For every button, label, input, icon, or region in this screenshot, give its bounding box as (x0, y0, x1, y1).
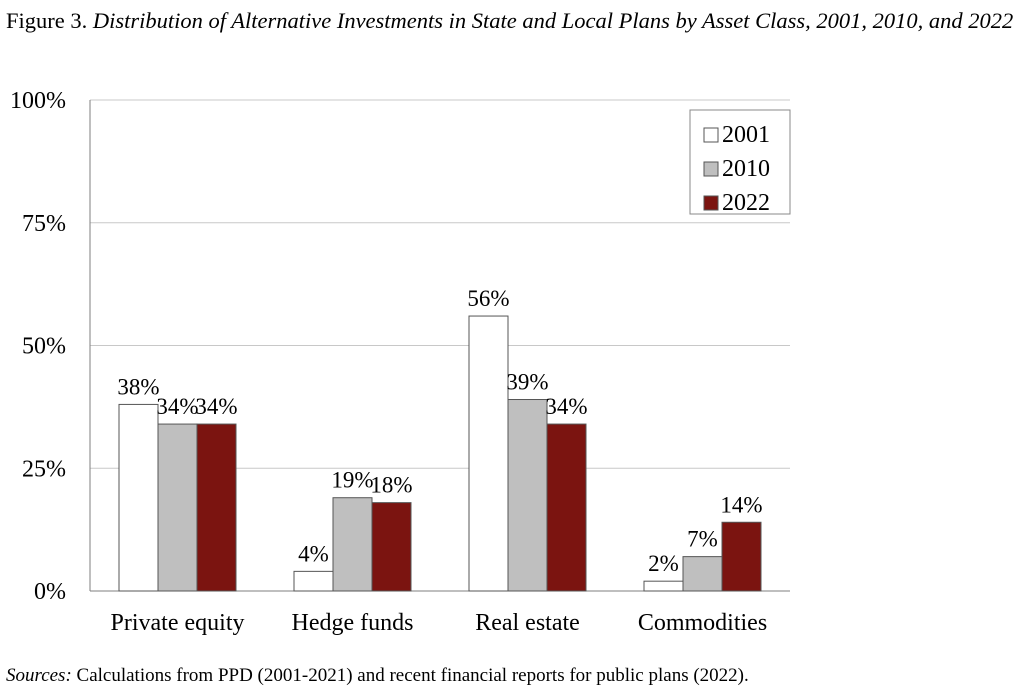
data-label: 19% (331, 468, 373, 493)
data-label: 7% (687, 527, 718, 552)
data-label: 34% (545, 394, 587, 419)
data-label: 14% (720, 492, 762, 517)
sources-label: Sources: (6, 665, 72, 686)
figure-title: Figure 3. Distribution of Alternative In… (6, 4, 1016, 37)
legend-swatch (703, 195, 719, 211)
figure-label: Figure 3. (6, 8, 88, 33)
data-label: 56% (467, 286, 509, 311)
x-tick-label: Commodities (638, 610, 767, 636)
bar (332, 497, 373, 592)
legend-swatch (703, 161, 719, 177)
data-label: 34% (156, 394, 198, 419)
data-label: 38% (117, 374, 159, 399)
bar (118, 403, 159, 592)
legend-swatch (703, 127, 719, 143)
bar (293, 570, 334, 592)
bar (196, 423, 237, 592)
y-tick-label: 25% (22, 456, 66, 482)
y-tick-label: 100% (10, 88, 66, 114)
y-tick-label: 50% (22, 334, 66, 360)
legend-entry: 2022 (722, 190, 770, 216)
data-label: 4% (298, 541, 329, 566)
data-label: 18% (370, 473, 412, 498)
x-tick-label: Real estate (475, 610, 580, 636)
data-label: 34% (195, 394, 237, 419)
data-label: 2% (648, 551, 679, 576)
bar (371, 502, 412, 592)
y-tick-label: 0% (34, 579, 66, 605)
figure-title-text: Distribution of Alternative Investments … (92, 8, 1014, 33)
bar (157, 423, 198, 592)
legend-entry: 2010 (722, 156, 770, 182)
sources-note: Sources: Calculations from PPD (2001-202… (6, 664, 749, 688)
x-tick-label: Private equity (111, 610, 245, 636)
bar (546, 423, 587, 592)
data-label: 39% (506, 370, 548, 395)
bar (721, 521, 762, 592)
bar (507, 399, 548, 592)
legend-entry: 2001 (722, 122, 770, 148)
x-tick-label: Hedge funds (292, 610, 414, 636)
bar (468, 315, 509, 592)
y-tick-label: 75% (22, 211, 66, 237)
bar (682, 556, 723, 592)
bar (643, 580, 684, 592)
sources-text: Calculations from PPD (2001-2021) and re… (76, 665, 749, 686)
